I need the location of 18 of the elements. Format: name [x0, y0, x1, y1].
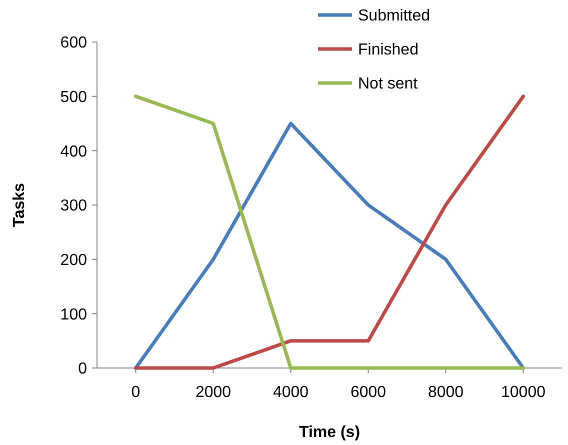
y-tick-label: 100	[60, 306, 88, 324]
legend-label: Submitted	[358, 8, 430, 25]
x-tick-label: 10000	[501, 384, 546, 401]
y-tick-label: 500	[60, 88, 88, 106]
y-tick-label: 400	[60, 143, 88, 160]
x-axis-title: Time (s)	[298, 424, 360, 441]
y-tick-label: 0	[78, 360, 88, 378]
y-tick-label: 600	[60, 34, 88, 52]
x-tick-label: 6000	[350, 384, 386, 401]
x-tick-label: 4000	[272, 384, 309, 401]
y-tick-label: 300	[60, 198, 88, 215]
y-axis-title: Tasks	[11, 182, 28, 228]
y-tick-label: 200	[60, 252, 88, 269]
legend-label: Finished	[358, 42, 418, 59]
x-tick-label: 8000	[428, 384, 464, 401]
x-tick-label: 2000	[195, 384, 232, 401]
x-tick-label: 0	[131, 384, 140, 401]
legend-label: Not sent	[358, 76, 418, 93]
